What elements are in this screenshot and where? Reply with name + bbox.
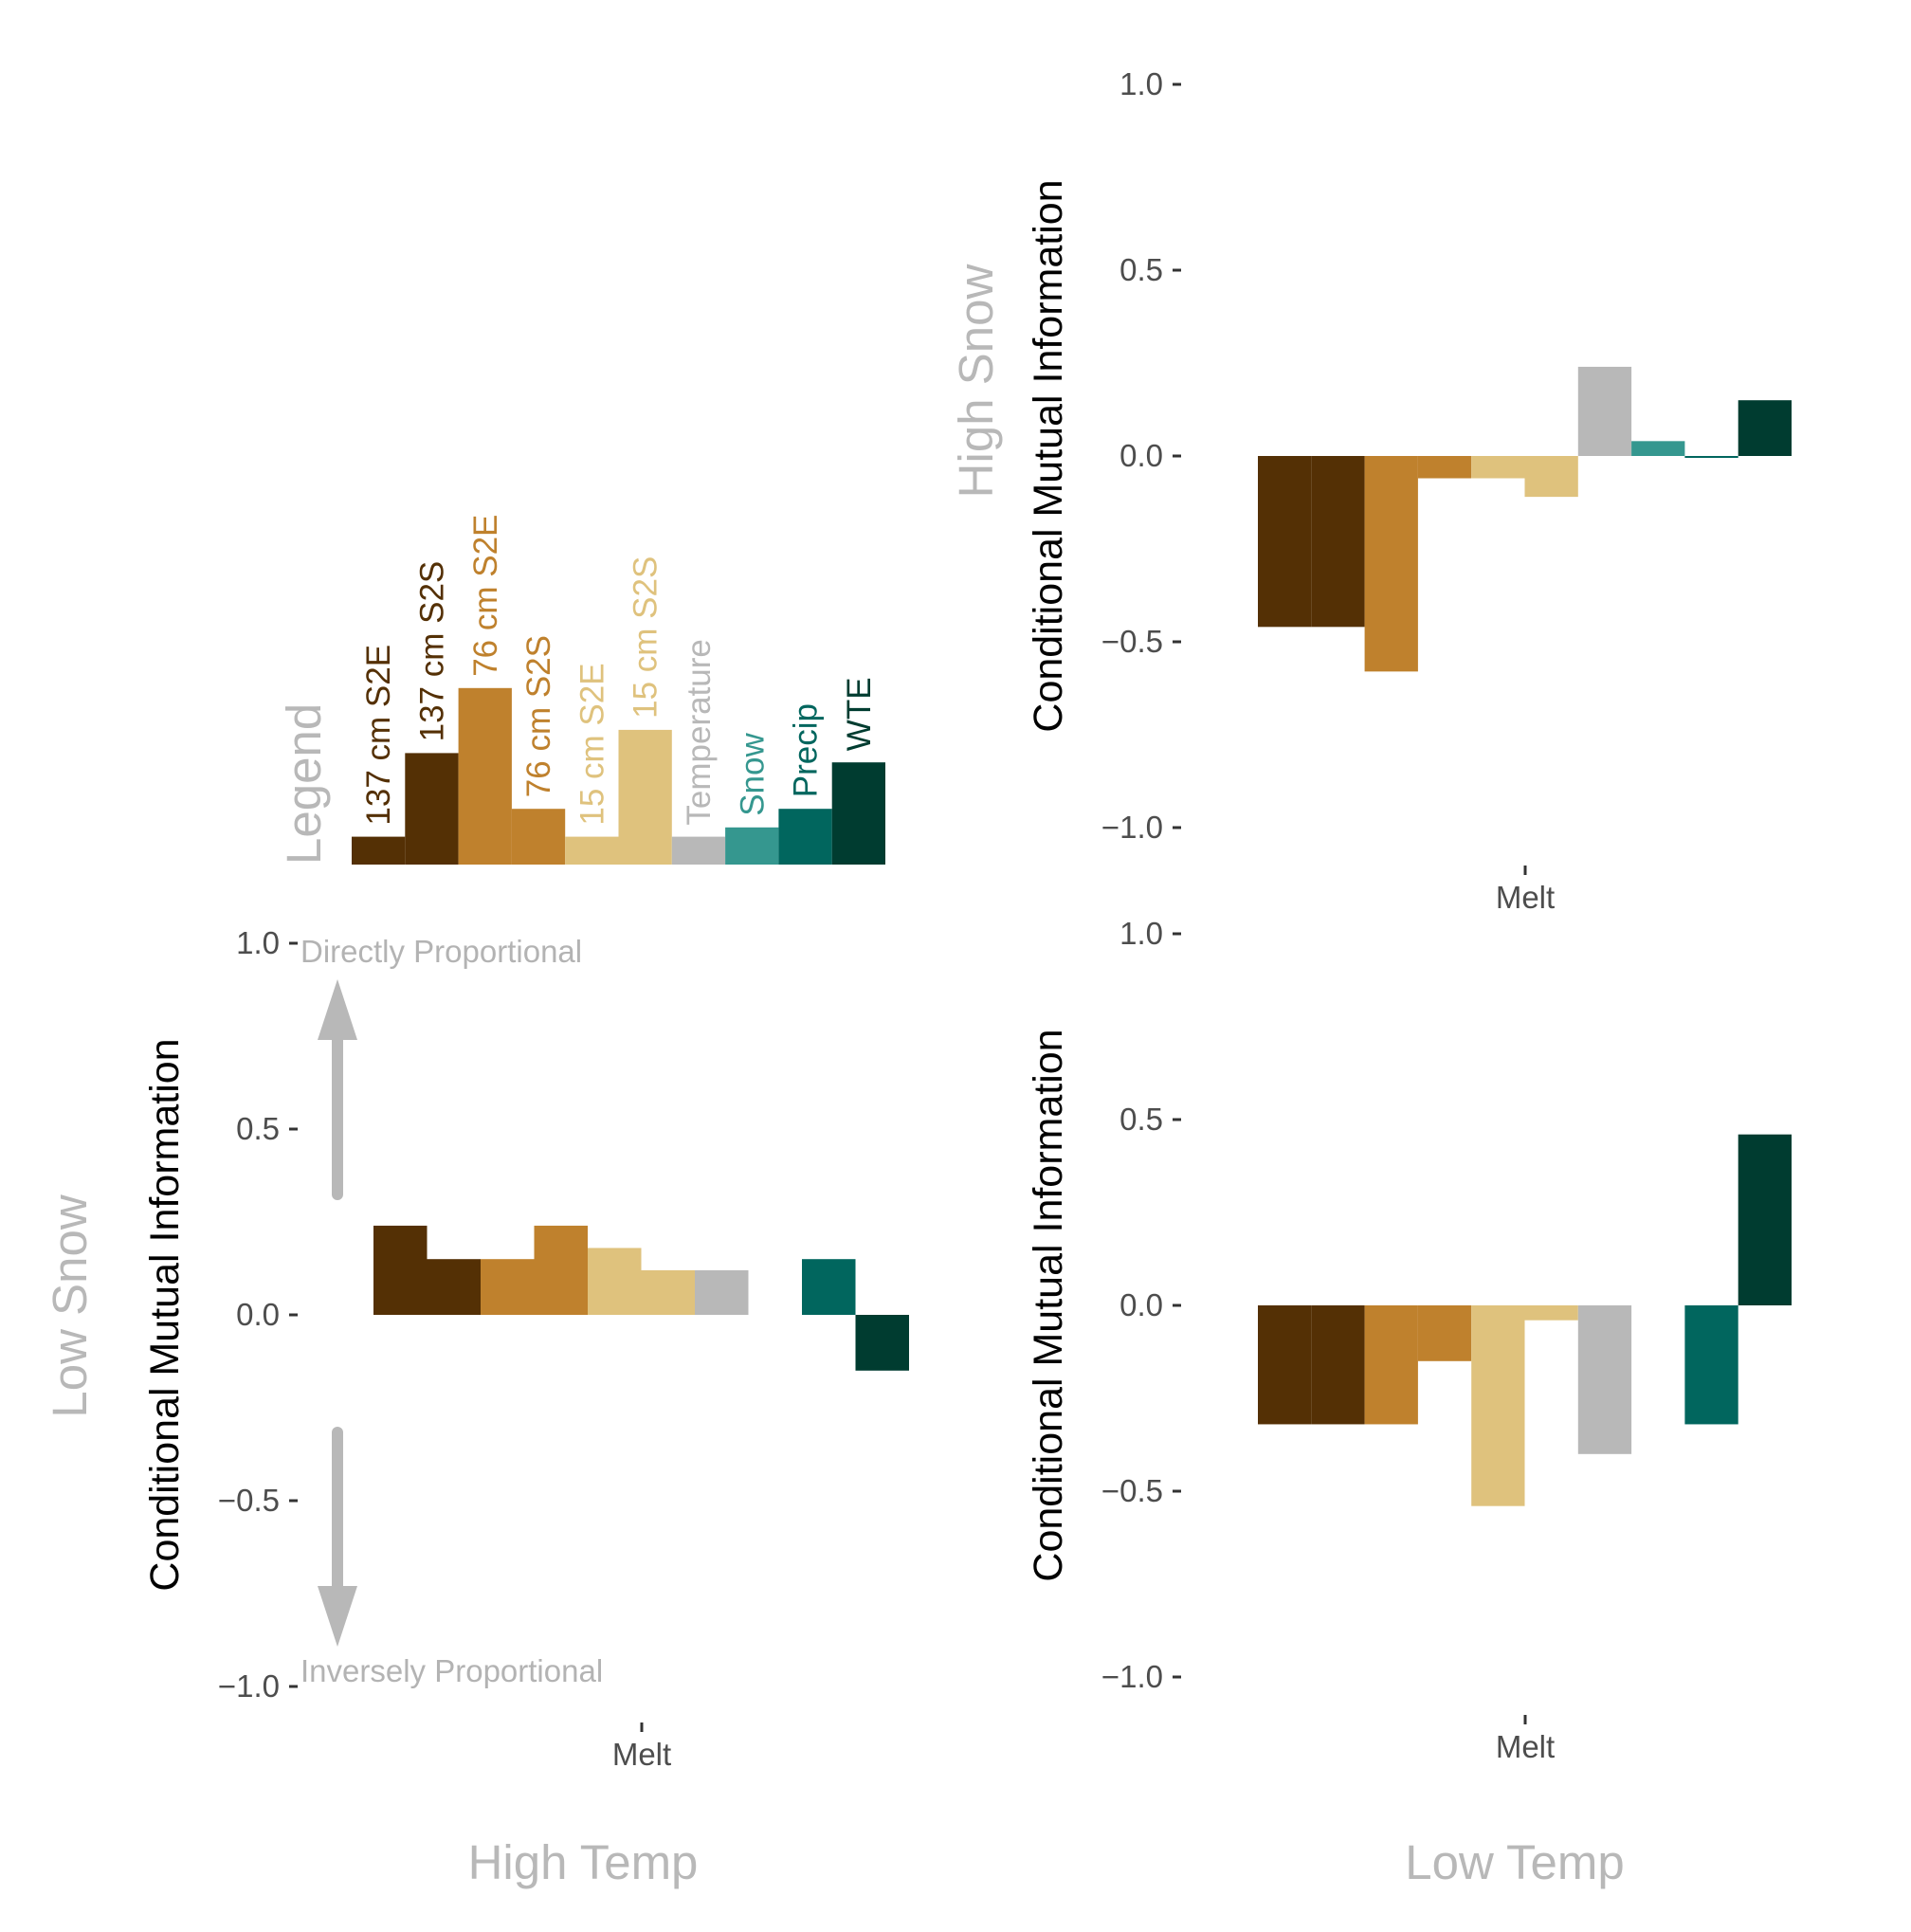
legend-label-snow: Snow	[734, 733, 771, 816]
legend-bar-137-cm-s2s	[405, 753, 459, 865]
legend-label-wte: WTE	[841, 677, 878, 751]
y-tick-label: 1.0	[236, 925, 280, 960]
legend-bar-snow	[725, 827, 779, 865]
bar-137-cm-s2e	[373, 1225, 428, 1315]
bar-76-cm-s2e	[1364, 456, 1418, 672]
y-tick-label: 0.5	[1119, 252, 1163, 287]
bar-137-cm-s2e	[1258, 1305, 1312, 1425]
bar-15-cm-s2e	[1471, 456, 1525, 479]
legend-bar-wte	[831, 762, 885, 865]
legend-bar-precip	[778, 809, 832, 865]
bar-precip	[802, 1259, 856, 1315]
x-tick-label: Melt	[612, 1737, 671, 1772]
y-axis-title: Conditional Mutual Information	[1026, 1029, 1071, 1581]
bar-15-cm-s2s	[1524, 1305, 1578, 1321]
legend-title: Legend	[277, 703, 331, 865]
y-tick-label: 0.0	[1119, 438, 1163, 473]
bar-76-cm-s2s	[1417, 456, 1472, 479]
direction-indicator: Directly Proportional Inversely Proporti…	[300, 934, 603, 1688]
down-arrow-head	[318, 1586, 357, 1647]
bar-snow	[1631, 441, 1685, 456]
bar-137-cm-s2s	[427, 1259, 481, 1315]
y-tick-label: −0.5	[1101, 624, 1163, 659]
bar-wte	[1738, 1134, 1792, 1305]
bar-precip	[1684, 456, 1738, 458]
legend-bar-15-cm-s2s	[618, 729, 672, 865]
bar-137-cm-s2s	[1311, 456, 1365, 628]
bar-15-cm-s2s	[1524, 456, 1578, 498]
bar-76-cm-s2e	[1364, 1305, 1418, 1425]
y-axis-title: Conditional Mutual Information	[142, 1038, 188, 1591]
y-tick-label: 0.0	[236, 1297, 280, 1332]
y-tick-label: 1.0	[1119, 66, 1163, 101]
bar-76-cm-s2s	[534, 1225, 588, 1315]
legend-label-precip: Precip	[788, 703, 825, 797]
y-tick-label: −0.5	[1101, 1473, 1163, 1508]
panel-high-temp-low-snow: 1.0 0.5 0.0 −0.5 −1.0 Conditional Mutual Info…	[142, 925, 909, 1772]
legend-bar-15-cm-s2e	[565, 836, 619, 865]
x-tick-label: Melt	[1496, 880, 1555, 915]
bar-wte	[855, 1315, 909, 1371]
y-tick-label: 0.5	[236, 1111, 280, 1146]
legend-bar-137-cm-s2e	[352, 836, 406, 865]
legend-bar-76-cm-s2e	[458, 687, 512, 865]
bar-temperature	[1577, 366, 1632, 456]
legend-label-temperature: Temperature	[681, 639, 718, 825]
row-label-high-snow: High Snow	[949, 264, 1003, 499]
bar-137-cm-s2s	[1311, 1305, 1365, 1425]
legend-bar-76-cm-s2s	[511, 809, 566, 865]
bar-precip	[1684, 1305, 1738, 1425]
bar-15-cm-s2e	[588, 1248, 642, 1315]
y-tick-label: 0.5	[1119, 1102, 1163, 1137]
legend: Legend 137 cm S2E 137 cm S2S 76 cm S2E 76 c…	[277, 515, 885, 865]
legend-label-137-cm-s2s: 137 cm S2S	[413, 561, 450, 742]
up-arrow-head	[318, 979, 357, 1040]
y-axis-title: Conditional Mutual Information	[1026, 179, 1071, 732]
x-tick-label: Melt	[1496, 1729, 1555, 1764]
col-label-low-temp: Low Temp	[1405, 1835, 1625, 1889]
legend-bar-temperature	[671, 836, 726, 865]
bar-137-cm-s2e	[1258, 456, 1312, 628]
bar-temperature	[695, 1269, 749, 1315]
bar-temperature	[1577, 1305, 1632, 1454]
legend-label-15-cm-s2s: 15 cm S2S	[628, 556, 664, 719]
bar-76-cm-s2e	[481, 1259, 535, 1315]
legend-label-137-cm-s2e: 137 cm S2E	[360, 645, 397, 826]
y-tick-label: −1.0	[1101, 1659, 1163, 1694]
annotation-inversely-proportional: Inversely Proportional	[300, 1653, 603, 1688]
legend-label-76-cm-s2s: 76 cm S2S	[520, 635, 557, 797]
panel-low-temp-low-snow: 1.0 0.5 0.0 −0.5 −1.0 Conditional Mutual Info…	[1026, 916, 1792, 1764]
annotation-directly-proportional: Directly Proportional	[300, 934, 582, 969]
legend-label-15-cm-s2e: 15 cm S2E	[573, 663, 610, 825]
bar-15-cm-s2s	[641, 1269, 695, 1315]
panel-low-temp-high-snow: 1.0 0.5 0.0 −0.5 −1.0 Conditional Mutual Info…	[1026, 66, 1792, 915]
y-tick-label: 1.0	[1119, 916, 1163, 951]
legend-label-76-cm-s2e: 76 cm S2E	[467, 515, 504, 677]
col-label-high-temp: High Temp	[468, 1835, 699, 1889]
y-tick-label: −0.5	[218, 1483, 280, 1518]
row-label-low-snow: Low Snow	[43, 1194, 97, 1417]
bar-15-cm-s2e	[1471, 1305, 1525, 1506]
y-tick-label: −1.0	[218, 1668, 280, 1704]
y-tick-label: −1.0	[1101, 810, 1163, 845]
bar-76-cm-s2s	[1417, 1305, 1472, 1361]
y-tick-label: 0.0	[1119, 1287, 1163, 1322]
bar-wte	[1738, 400, 1792, 456]
